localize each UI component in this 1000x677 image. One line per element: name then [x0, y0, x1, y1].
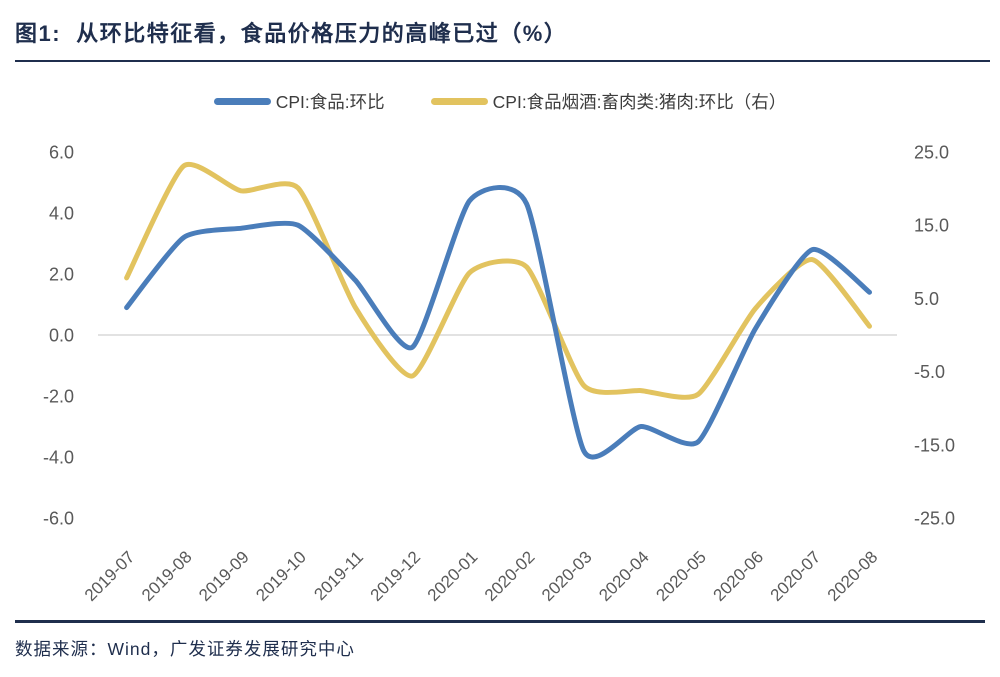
left-axis-tick: -6.0 — [43, 509, 74, 529]
x-axis-label: 2020-05 — [652, 547, 710, 605]
right-axis-tick: 25.0 — [914, 143, 949, 163]
x-axis-label: 2020-02 — [481, 547, 539, 605]
left-axis-tick: 6.0 — [49, 143, 74, 163]
series-line-pork — [124, 161, 872, 400]
x-axis-label: 2019-07 — [81, 547, 139, 605]
footer-divider — [15, 620, 985, 623]
x-axis-label: 2019-12 — [367, 547, 425, 605]
legend-label-pork: CPI:食品烟酒:畜肉类:猪肉:环比（右） — [492, 92, 787, 112]
x-axis-label: 2020-08 — [824, 547, 882, 605]
x-axis-label: 2019-10 — [252, 547, 310, 605]
left-axis-tick: -2.0 — [43, 387, 74, 407]
right-axis-tick: -5.0 — [914, 362, 945, 382]
right-axis-tick: 15.0 — [914, 216, 949, 236]
chart-legend: CPI:食品:环比 CPI:食品烟酒:畜肉类:猪肉:环比（右） — [0, 89, 1000, 114]
x-axis-label: 2019-11 — [310, 547, 367, 604]
series-line-cpi-food — [124, 185, 872, 460]
right-axis-tick: -25.0 — [914, 509, 955, 529]
legend-label-cpi-food: CPI:食品:环比 — [275, 92, 385, 112]
x-axis-label: 2020-04 — [595, 547, 653, 605]
left-axis-tick: -4.0 — [43, 448, 74, 468]
x-axis-label: 2019-08 — [138, 547, 196, 605]
legend-item-cpi-food: CPI:食品:环比 — [213, 89, 385, 114]
left-axis-tick: 4.0 — [49, 204, 74, 224]
x-axis-label: 2020-07 — [767, 547, 825, 605]
legend-item-pork: CPI:食品烟酒:畜肉类:猪肉:环比（右） — [430, 89, 787, 114]
right-axis-tick: 5.0 — [914, 289, 939, 309]
figure-title: 图1: 从环比特征看，食品价格压力的高峰已过（%） — [15, 21, 568, 46]
left-axis-tick: 2.0 — [49, 265, 74, 285]
legend-swatch-yellow — [430, 98, 488, 105]
x-axis-label: 2020-03 — [538, 547, 596, 605]
legend-swatch-blue — [213, 98, 271, 105]
left-axis-tick: 0.0 — [49, 326, 74, 346]
right-axis-tick: -15.0 — [914, 435, 955, 455]
x-axis-label: 2020-01 — [424, 547, 482, 605]
title-divider — [15, 60, 990, 62]
x-axis-label: 2020-06 — [710, 547, 768, 605]
x-axis-label: 2019-09 — [195, 547, 253, 605]
data-source: 数据来源：Wind，广发证券发展研究中心 — [15, 639, 355, 659]
